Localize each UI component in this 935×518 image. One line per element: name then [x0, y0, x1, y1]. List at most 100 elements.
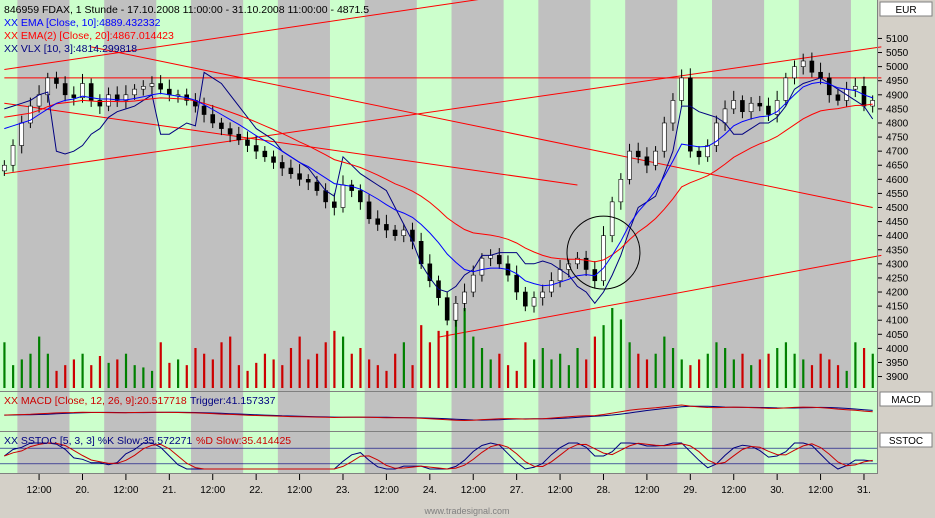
- volume-bar: [463, 308, 466, 388]
- candle-body: [818, 71, 823, 79]
- candle-body: [305, 179, 311, 183]
- indicator-lines: [4, 71, 874, 305]
- candle-body: [740, 100, 745, 113]
- candle-body: [227, 128, 233, 135]
- volume-bar: [107, 362, 110, 388]
- candle-body: [375, 218, 381, 225]
- x-axis-bg: [0, 474, 877, 518]
- candle-body: [314, 181, 320, 191]
- volume-bar: [72, 359, 76, 388]
- volume-bar: [124, 353, 128, 388]
- x-tick-label: 12:00: [27, 485, 52, 496]
- candle-body: [826, 77, 832, 96]
- volume-bar: [611, 308, 614, 388]
- x-tick-label: 28.: [597, 485, 611, 496]
- volume-bar: [98, 356, 102, 388]
- trendline: [4, 0, 479, 70]
- x-tick-label: 12:00: [113, 485, 138, 496]
- x-tick-label: 12:00: [374, 485, 399, 496]
- volume-bar: [272, 359, 275, 388]
- y-axis-ticks: 5100 5050 5000 4950 4900 4850 4800 4750 4700 4650…: [877, 34, 909, 383]
- y-tick-label: 5000: [886, 62, 909, 73]
- legend-ema20: XX EMA(2) [Close, 20]:4867.014423: [4, 30, 174, 42]
- volume-bar: [289, 348, 293, 388]
- trendlines: [4, 0, 882, 338]
- volume-bar: [150, 370, 154, 388]
- y-tick-label: 4400: [886, 231, 909, 242]
- volume-bar: [784, 342, 788, 388]
- candle-body: [523, 291, 528, 307]
- volume-bar: [446, 330, 449, 388]
- volume-bar: [541, 348, 544, 388]
- x-tick-label: 27.: [510, 485, 524, 496]
- session-shade: [69, 0, 105, 474]
- x-tick-label: 30.: [770, 485, 784, 496]
- candle-body: [410, 229, 415, 242]
- volume-bar: [255, 362, 258, 388]
- legend-sstoc-k: XX SSTOC [5, 3, 3] %K Slow:35.572271: [4, 435, 192, 447]
- y-tick-label: 4050: [886, 330, 909, 341]
- volume-bar: [368, 359, 371, 388]
- candle-body: [332, 201, 337, 208]
- volume-bar: [46, 353, 49, 388]
- candle-body: [714, 122, 719, 146]
- candle-body: [679, 77, 684, 101]
- x-tick-label: 23.: [336, 485, 350, 496]
- volume-bar: [12, 365, 15, 388]
- candle-body: [340, 184, 346, 208]
- y-tick-label: 4650: [886, 161, 909, 172]
- candle-body: [106, 94, 111, 107]
- trendline: [4, 102, 578, 186]
- volume-bar: [793, 353, 796, 388]
- y-tick-label: 4300: [886, 259, 909, 270]
- candle-body: [575, 257, 580, 265]
- volume-bar: [836, 365, 840, 388]
- candle-body: [210, 114, 216, 124]
- candle-body: [757, 102, 763, 107]
- y-tick-label: 3900: [886, 372, 909, 383]
- candle-body: [609, 201, 615, 236]
- ema20-line: [4, 97, 873, 263]
- x-tick-label: 12:00: [721, 485, 746, 496]
- candle-body: [852, 86, 858, 90]
- volume-bar: [359, 348, 362, 388]
- candle-body: [19, 122, 25, 146]
- volume-bar: [142, 367, 145, 388]
- x-tick-label: 12:00: [634, 485, 659, 496]
- candle-body: [688, 77, 693, 152]
- candle-body: [496, 255, 502, 265]
- y-tick-label: 4350: [886, 245, 909, 256]
- candle-body: [644, 156, 650, 166]
- currency-label: EUR: [895, 5, 916, 16]
- volume-bar: [480, 348, 484, 388]
- volume-bar: [689, 365, 692, 388]
- candle-body: [583, 257, 589, 270]
- x-tick-label: 12:00: [461, 485, 486, 496]
- volume-bar: [411, 365, 414, 388]
- volume-bar: [168, 362, 171, 388]
- candle-body: [444, 297, 450, 321]
- volume-bar: [645, 359, 649, 388]
- candle-body: [774, 100, 780, 115]
- candle-body: [288, 167, 294, 174]
- volume-bar: [619, 319, 623, 388]
- candle-body: [97, 100, 103, 107]
- volume-bar: [489, 359, 492, 388]
- volume-bar: [420, 325, 423, 388]
- candle-body: [167, 88, 172, 96]
- x-tick-label: 31.: [857, 485, 871, 496]
- volume-bar: [350, 353, 353, 388]
- session-shade: [156, 0, 192, 474]
- volume-bar: [802, 359, 805, 388]
- candle-body: [635, 150, 641, 158]
- volume-bar: [159, 342, 162, 388]
- candle-body: [766, 105, 771, 115]
- volume-bar: [524, 342, 527, 388]
- candle-body: [748, 102, 754, 113]
- volume-bar: [3, 342, 6, 388]
- volume-bar: [324, 342, 327, 388]
- y-tick-label: 4000: [886, 344, 909, 355]
- y-tick-label: 5050: [886, 48, 909, 59]
- candle-body: [479, 257, 485, 276]
